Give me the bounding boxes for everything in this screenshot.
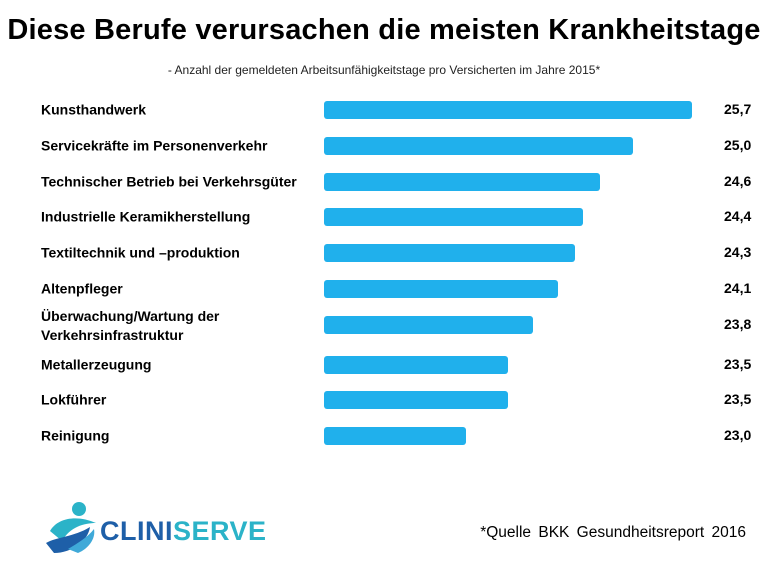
logo-text-part2: SERVE <box>173 516 267 546</box>
chart-subtitle: - Anzahl der gemeldeten Arbeitsunfähigke… <box>167 63 601 77</box>
value-label: 23,8 <box>724 315 752 332</box>
cliniserve-logo-icon <box>46 502 96 553</box>
value-label: 25,7 <box>724 101 752 117</box>
bar <box>324 244 575 263</box>
value-label: 23,5 <box>724 391 752 408</box>
bar <box>324 355 508 374</box>
category-label: Kunsthandwerk <box>41 101 147 118</box>
source-note: *Quelle BKK Gesundheitsreport 2016 <box>480 524 746 541</box>
bar <box>324 391 508 410</box>
bar <box>324 136 634 155</box>
value-label: 24,3 <box>724 244 752 261</box>
logo-text: CLINISERVE <box>100 516 267 547</box>
category-label: Reinigung <box>41 427 110 444</box>
value-label: 24,4 <box>724 208 752 225</box>
value-label: 24,1 <box>724 280 752 296</box>
category-label: Textiltechnik und –produktion <box>41 244 240 261</box>
category-label: Metallerzeugung <box>41 356 152 373</box>
bar <box>324 315 533 334</box>
bar <box>324 427 467 446</box>
bar <box>324 172 600 191</box>
value-label: 23,0 <box>724 427 752 444</box>
category-label: Industrielle Keramikherstellung <box>41 208 251 225</box>
category-label: Überwachung/Wartung der Verkehrsinfrastr… <box>41 307 220 343</box>
value-label: 23,5 <box>724 355 752 372</box>
bar <box>324 280 559 298</box>
bar <box>324 208 584 227</box>
category-label: Lokführer <box>41 391 107 408</box>
value-label: 25,0 <box>724 136 752 153</box>
category-label: Altenpfleger <box>41 280 123 297</box>
logo-text-part1: CLINI <box>100 516 173 546</box>
bar <box>324 101 692 119</box>
category-label: Servicekräfte im Personenverkehr <box>41 137 268 154</box>
value-label: 24,6 <box>724 172 752 189</box>
category-label: Technischer Betrieb bei Verkehrsgüter <box>41 173 297 190</box>
chart-title: Diese Berufe verursachen die meisten Kra… <box>7 14 761 46</box>
